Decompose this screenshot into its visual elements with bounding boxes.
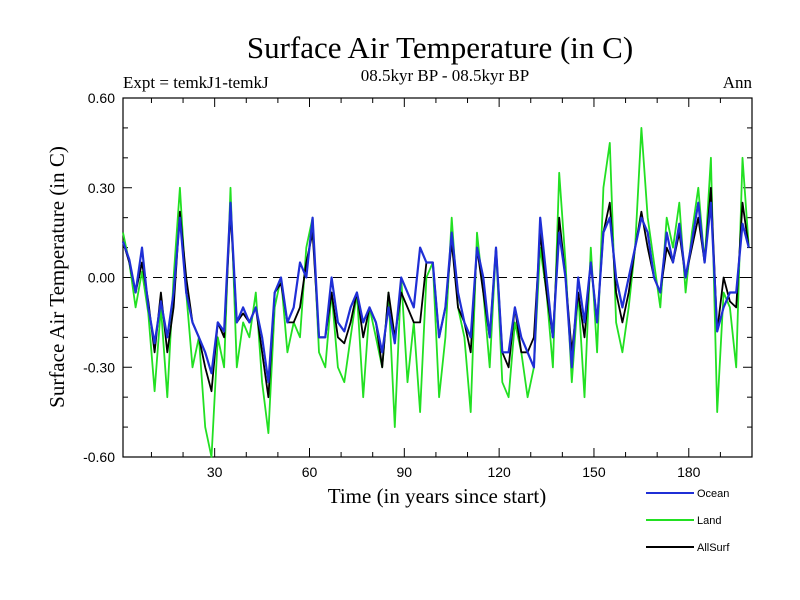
x-tick-label: 60 — [302, 464, 318, 480]
y-tick-label: -0.30 — [83, 359, 115, 375]
season-label: Ann — [723, 73, 753, 92]
x-tick-label: 30 — [207, 464, 223, 480]
y-axis-label: Surface Air Temperature (in C) — [45, 146, 69, 408]
x-tick-label: 120 — [487, 464, 511, 480]
legend-label-allsurf: AllSurf — [697, 542, 730, 554]
x-tick-label: 180 — [677, 464, 701, 480]
y-tick-label: 0.60 — [88, 90, 115, 106]
experiment-label: Expt = temkJ1-temkJ — [123, 73, 269, 92]
x-tick-label: 90 — [397, 464, 413, 480]
legend: Ocean Land AllSurf — [646, 488, 730, 554]
chart-title: Surface Air Temperature (in C) — [247, 30, 633, 65]
x-axis: 30 60 90 120 150 180 — [150, 98, 721, 480]
y-tick-label: -0.60 — [83, 449, 115, 465]
plot-series — [121, 127, 750, 458]
y-tick-label: 0.00 — [88, 270, 115, 286]
period-label: 08.5kyr BP - 08.5kyr BP — [361, 66, 529, 85]
legend-label-ocean: Ocean — [697, 488, 729, 500]
series-line-ocean — [121, 201, 750, 384]
legend-label-land: Land — [697, 515, 721, 527]
y-tick-label: 0.30 — [88, 180, 115, 196]
y-axis: -0.60 -0.30 0.00 0.30 0.60 — [83, 90, 752, 465]
x-tick-label: 150 — [582, 464, 606, 480]
x-axis-label: Time (in years since start) — [328, 484, 547, 508]
